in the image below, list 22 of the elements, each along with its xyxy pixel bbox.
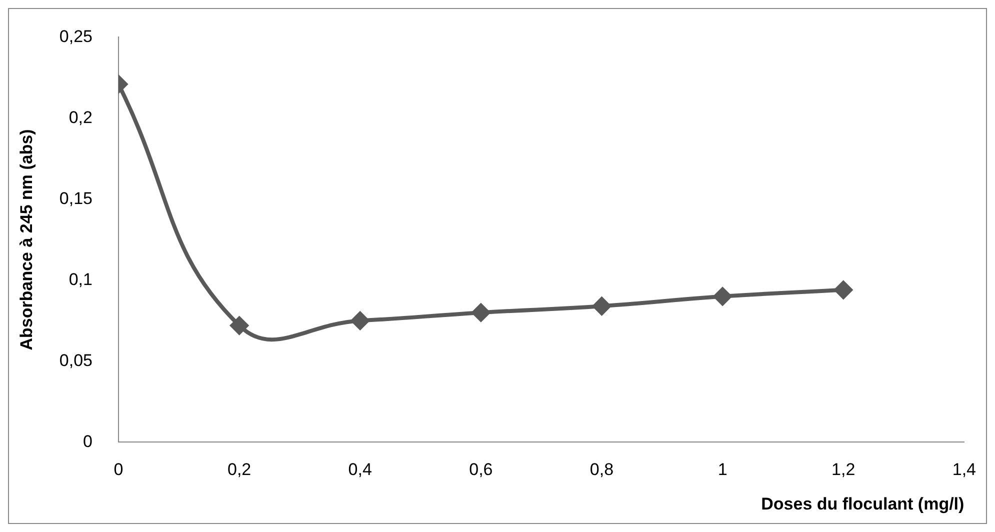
point [351, 312, 370, 330]
x-tick-label: 1,4 [952, 460, 976, 480]
y-tick-label: 0,25 [59, 26, 92, 46]
y-tick-label: 0,2 [68, 108, 92, 127]
x-axis-title: Doses du floculant (mg/l) [761, 494, 964, 514]
y-tick-label: 0,05 [59, 350, 92, 370]
point [472, 304, 490, 322]
x-tick-label: 1,2 [832, 460, 856, 480]
point [592, 297, 611, 316]
y-tick-label: 0,15 [59, 188, 92, 208]
x-tick-label: 0,4 [348, 460, 372, 480]
point [714, 287, 732, 306]
x-tick-label: 0 [114, 460, 124, 480]
y-tick-label: 0,1 [68, 270, 92, 289]
x-tick-label: 1 [718, 460, 728, 480]
x-tick-label: 0,8 [590, 460, 614, 480]
x-tick-label: 0,2 [227, 460, 252, 480]
x-tick-label: 0,6 [469, 460, 493, 480]
point [834, 280, 852, 299]
y-axis-title: Absorbance à 245 nm (abs) [16, 129, 36, 350]
point [230, 316, 248, 335]
y-tick-label: 0 [83, 432, 92, 451]
